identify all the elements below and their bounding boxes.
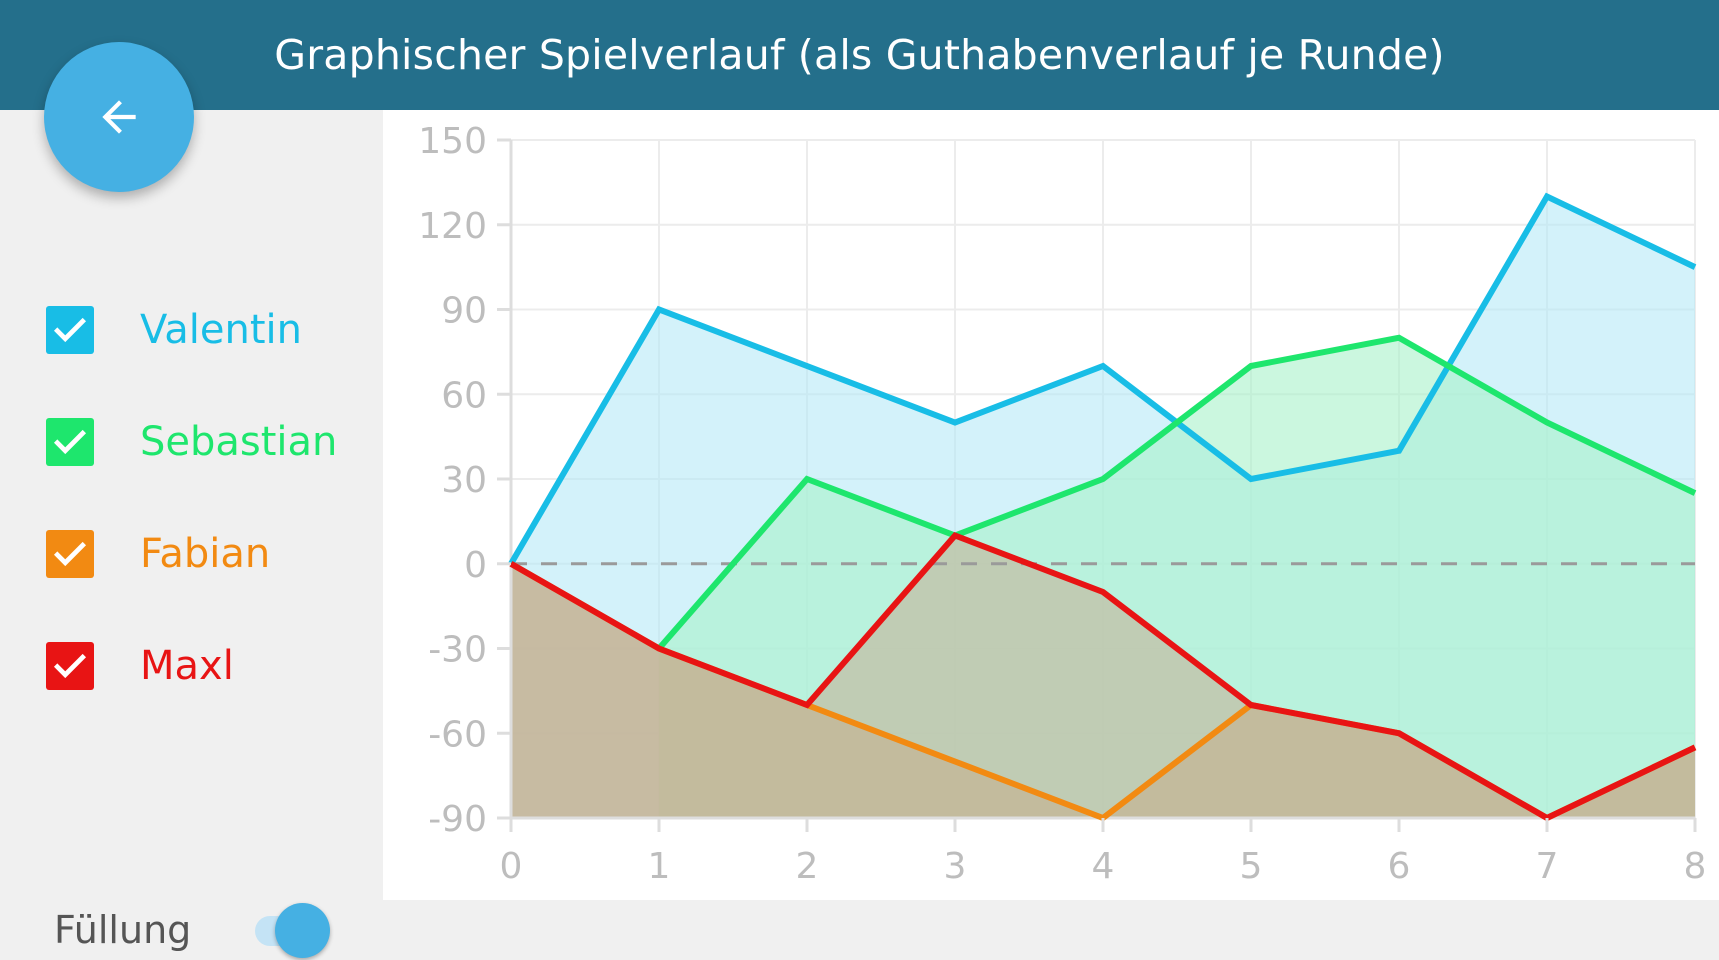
x-tick-label: 8 — [1684, 846, 1707, 887]
x-tick-label: 5 — [1240, 846, 1263, 887]
legend-item-valentin[interactable]: Valentin — [46, 300, 302, 360]
valentin-checkbox[interactable] — [46, 306, 94, 354]
checkmark-icon — [53, 541, 87, 567]
app-bar: Graphischer Spielverlauf (als Guthabenve… — [0, 0, 1719, 110]
y-tick-label: 60 — [441, 375, 487, 416]
y-tick-label: -60 — [428, 714, 487, 755]
series-line-maxl — [509, 531, 1697, 822]
y-tick-label: 150 — [418, 121, 487, 162]
x-tick-label: 3 — [944, 846, 967, 887]
page-title: Graphischer Spielverlauf (als Guthabenve… — [274, 31, 1445, 79]
x-tick-label: 2 — [796, 846, 819, 887]
checkmark-icon — [53, 429, 87, 455]
maxl-checkbox[interactable] — [46, 642, 94, 690]
legend-label-valentin: Valentin — [140, 307, 302, 353]
y-tick-label: 30 — [441, 460, 487, 501]
series-line-valentin — [508, 192, 1697, 566]
x-tick-label: 6 — [1388, 846, 1411, 887]
sebastian-checkbox[interactable] — [46, 418, 94, 466]
arrow-left-icon — [102, 100, 136, 134]
x-tick-label: 0 — [500, 846, 523, 887]
checkmark-icon — [53, 317, 87, 343]
y-tick-label: -30 — [428, 630, 487, 671]
legend-panel: Valentin Sebastian Fabian Maxl Füllung — [0, 110, 383, 958]
legend-item-maxl[interactable]: Maxl — [46, 636, 234, 696]
legend-item-sebastian[interactable]: Sebastian — [46, 412, 337, 472]
series-line-sebastian — [656, 334, 1697, 651]
checkmark-icon — [53, 653, 87, 679]
legend-label-fabian: Fabian — [140, 531, 271, 577]
x-tick-label: 1 — [648, 846, 671, 887]
x-tick-label: 4 — [1092, 846, 1115, 887]
fill-toggle-label: Füllung — [54, 908, 192, 952]
series-fill-maxl — [511, 535, 1695, 818]
legend-label-maxl: Maxl — [140, 643, 234, 689]
chart-area: 150 120 90 60 30 0 -30 -60 -90 0 1 2 3 4 5 6 7 8 — [383, 110, 1719, 900]
toggle-thumb[interactable] — [275, 903, 330, 958]
y-tick-label: 0 — [464, 545, 487, 586]
legend-label-sebastian: Sebastian — [140, 419, 338, 465]
fabian-checkbox[interactable] — [46, 530, 94, 578]
x-tick-label: 7 — [1536, 846, 1559, 887]
y-tick-label: -90 — [428, 799, 487, 840]
line-chart: 150 120 90 60 30 0 -30 -60 -90 0 1 2 3 4 5 6 7 8 — [418, 121, 1707, 887]
back-button[interactable] — [44, 42, 194, 192]
y-tick-label: 120 — [418, 206, 487, 247]
y-tick-label: 90 — [441, 291, 487, 332]
fill-toggle-row: Füllung — [54, 900, 354, 960]
fill-toggle-switch[interactable] — [249, 900, 339, 960]
legend-item-fabian[interactable]: Fabian — [46, 524, 270, 584]
